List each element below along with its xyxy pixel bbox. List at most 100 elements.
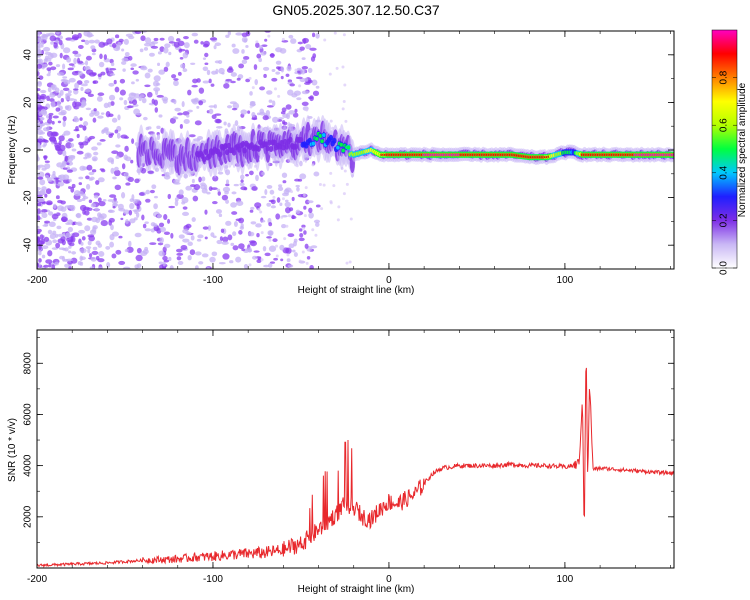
spectrogram-noise-cell bbox=[39, 189, 46, 196]
spectrogram-noise-cell bbox=[158, 114, 163, 118]
spectrogram-noise-cell bbox=[295, 209, 301, 214]
spectrogram-noise-cell bbox=[151, 41, 159, 45]
spectrogram-ridge-core bbox=[339, 142, 344, 147]
spectrogram-noise-cell bbox=[163, 174, 171, 180]
spectrogram-noise-cell bbox=[174, 200, 179, 207]
spectrogram-noise-cell bbox=[56, 72, 65, 76]
spectrogram-noise-cell bbox=[309, 95, 314, 102]
spectrogram-noise-cell bbox=[37, 189, 40, 196]
spectrogram-noise-cell bbox=[124, 248, 129, 253]
spectrogram-noise-cell bbox=[226, 105, 233, 109]
spectrogram-noise-cell bbox=[182, 68, 188, 73]
spectrogram-noise-cell bbox=[90, 256, 97, 262]
spectrogram-noise-cell bbox=[114, 184, 122, 191]
spectrogram-noise-cell bbox=[301, 224, 306, 228]
spectrogram-noise-cell bbox=[288, 207, 294, 212]
spectrogram-noise-cell bbox=[56, 162, 64, 168]
spectrogram-noise-cell bbox=[231, 43, 236, 48]
spectrogram-noise-cell bbox=[43, 139, 49, 143]
spectrogram-noise-cell bbox=[43, 220, 51, 224]
spectrogram-noise-cell bbox=[78, 124, 84, 128]
spectrogram-noise-cell bbox=[47, 118, 53, 124]
spectrogram-noise-cell bbox=[304, 186, 308, 190]
spectrogram-noise-cell bbox=[264, 252, 271, 257]
spectrogram-noise-cell bbox=[89, 176, 95, 181]
spectrogram-noise-cell bbox=[194, 120, 202, 126]
spectrogram-noise-cell bbox=[181, 101, 185, 108]
spectrogram-noise-cell bbox=[179, 57, 184, 60]
spectrogram-noise-cell bbox=[59, 52, 63, 59]
spectrogram-noise-cell bbox=[37, 194, 43, 198]
spectrogram-noise-cell bbox=[138, 192, 145, 196]
spectrogram-noise-cell bbox=[110, 101, 115, 106]
spectrogram-noise-cell bbox=[302, 226, 306, 230]
spectrogram-noise-cell bbox=[45, 33, 50, 37]
spectrogram-noise-cell bbox=[121, 163, 126, 170]
spectrogram-noise-cell bbox=[208, 105, 215, 108]
spectrogram-ridge-core bbox=[346, 145, 351, 150]
spectrogram-noise-cell bbox=[277, 117, 284, 120]
spectrogram-noise-cell bbox=[335, 66, 339, 70]
spectrogram-noise-cell bbox=[329, 200, 333, 204]
spectrogram-noise-cell bbox=[161, 96, 169, 102]
spectrogram-noise-cell bbox=[37, 80, 43, 87]
spectrogram-noise-cell bbox=[290, 190, 294, 194]
spectrogram-noise-cell bbox=[280, 66, 285, 73]
spectrogram-noise-cell bbox=[119, 89, 126, 96]
spectrogram-noise-cell bbox=[208, 108, 214, 115]
x-tick-label: 0 bbox=[386, 275, 392, 286]
spectrogram-noise-cell bbox=[153, 203, 158, 210]
spectrogram-noise-cell bbox=[45, 188, 52, 195]
spectrogram-noise-cell bbox=[84, 135, 88, 142]
spectrogram-noise-cell bbox=[67, 90, 72, 94]
spectrogram-ridge-mid bbox=[298, 137, 304, 144]
spectrogram-noise-cell bbox=[260, 231, 264, 235]
spectrogram-noise-cell bbox=[55, 107, 61, 112]
spectrogram-noise-cell bbox=[91, 156, 98, 162]
spectrogram-noise-cell bbox=[56, 225, 62, 230]
spectrogram-noise-cell bbox=[228, 66, 233, 71]
spectrogram-noise-cell bbox=[132, 198, 141, 202]
spectrogram-noise-cell bbox=[98, 251, 105, 257]
spectrogram-noise-cell bbox=[97, 266, 103, 269]
spectrogram-noise-cell bbox=[114, 129, 119, 134]
spectrogram-noise-cell bbox=[45, 174, 49, 179]
spectrogram-noise-cell bbox=[312, 90, 320, 97]
spectrogram-noise-cell bbox=[57, 205, 64, 211]
spectrogram-noise-cell bbox=[217, 188, 221, 192]
spectrogram-noise-cell bbox=[309, 265, 314, 269]
spectrogram-noise-cell bbox=[91, 146, 98, 151]
spectrogram-noise-cell bbox=[70, 186, 75, 193]
spectrogram-noise-cell bbox=[71, 251, 77, 255]
spectrogram-noise-cell bbox=[286, 253, 290, 257]
spectrogram-heatmap bbox=[37, 31, 674, 269]
spectrogram-noise-cell bbox=[191, 32, 199, 37]
spectrogram-noise-cell bbox=[99, 139, 106, 142]
spectrogram-noise-cell bbox=[62, 149, 67, 157]
spectrogram-noise-cell bbox=[150, 45, 159, 49]
spectrogram-noise-cell bbox=[37, 197, 45, 203]
spectrogram-noise-cell bbox=[39, 120, 44, 124]
spectrogram-noise-cell bbox=[305, 43, 312, 50]
spectrogram-noise-cell bbox=[225, 179, 230, 185]
spectrogram-noise-cell bbox=[107, 157, 114, 163]
spectrogram-noise-cell bbox=[216, 239, 223, 245]
spectrogram-noise-cell bbox=[37, 208, 41, 215]
spectrogram-noise-cell bbox=[187, 89, 192, 96]
spectrogram-noise-cell bbox=[37, 262, 40, 269]
spectrogram-noise-cell bbox=[299, 77, 306, 83]
spectrogram-noise-cell bbox=[125, 182, 131, 186]
spectrogram-noise-cell bbox=[123, 38, 129, 45]
spectrogram-noise-cell bbox=[40, 95, 45, 100]
spectrogram-noise-cell bbox=[44, 57, 52, 62]
spectrogram-noise-cell bbox=[70, 39, 76, 42]
spectrogram-noise-cell bbox=[135, 254, 143, 262]
spectrogram-ridge-mid bbox=[242, 147, 247, 154]
spectrogram-noise-cell bbox=[74, 101, 82, 107]
spectrogram-noise-cell bbox=[301, 90, 310, 95]
spectrogram-noise-cell bbox=[200, 41, 204, 45]
spectrogram-noise-cell bbox=[208, 186, 213, 191]
spectrogram-noise-cell bbox=[54, 261, 59, 266]
spectrogram-ridge-core bbox=[322, 133, 326, 138]
spectrogram-noise-cell bbox=[100, 219, 108, 227]
